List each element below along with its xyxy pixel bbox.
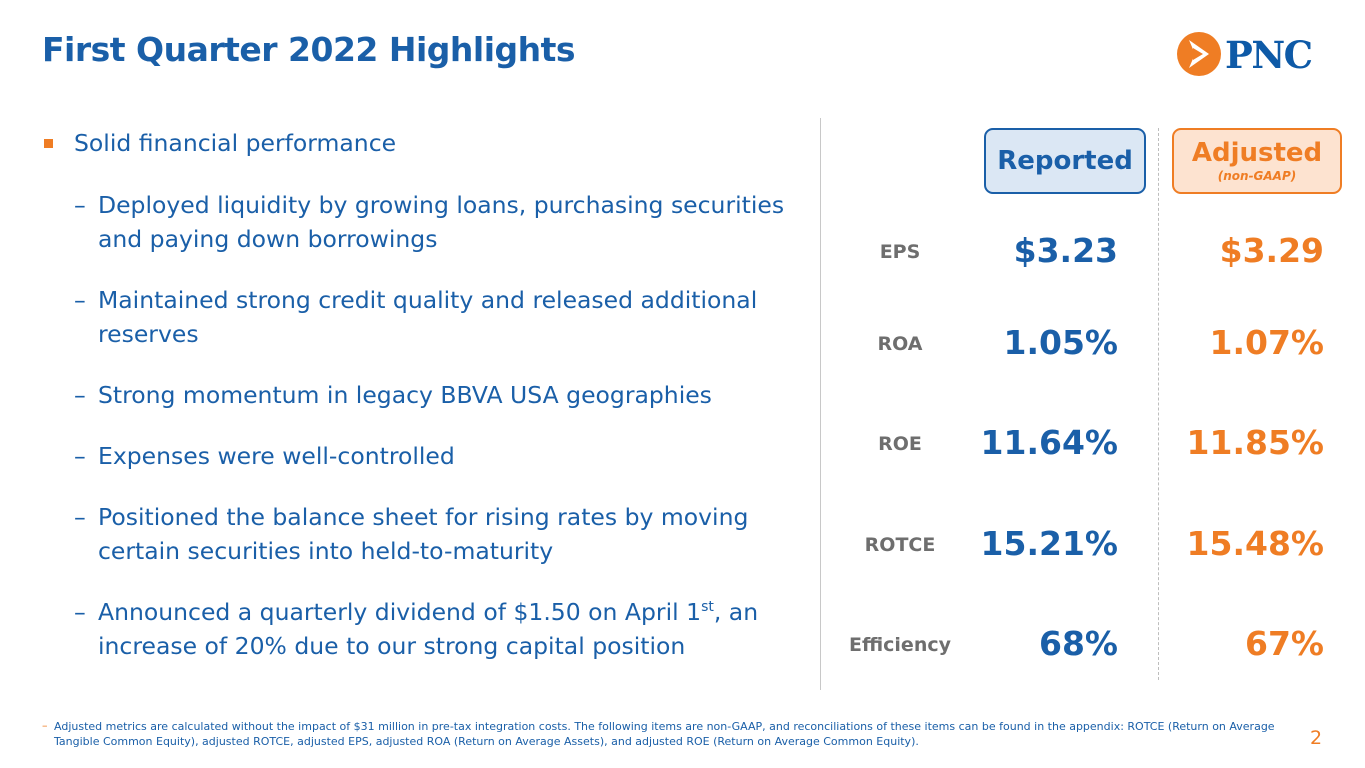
dash-bullet-icon: –: [74, 503, 86, 531]
metric-reported-value: 68%: [1039, 624, 1118, 663]
dash-bullet-icon: –: [74, 381, 86, 409]
sub-bullet-text: Maintained strong credit quality and rel…: [98, 286, 758, 348]
sub-bullet: – Deployed liquidity by growing loans, p…: [42, 188, 812, 256]
metric-reported-value: 1.05%: [1003, 323, 1119, 362]
dividend-text-after: , an increase of 20% due to our strong c…: [98, 598, 759, 660]
footnote: Adjusted metrics are calculated without …: [54, 720, 1275, 748]
page-number: 2: [1310, 727, 1323, 749]
main-bullet: Solid financial performance: [42, 125, 812, 161]
metric-reported-value: $3.23: [1013, 231, 1118, 270]
adjusted-header-note: (non-GAAP): [1217, 169, 1297, 183]
dash-bullet-icon: –: [74, 598, 86, 626]
adjusted-header-label: Adjusted: [1191, 138, 1323, 168]
metric-adjusted-value: $3.29: [1219, 231, 1324, 270]
sub-bullet: – Strong momentum in legacy BBVA USA geo…: [42, 378, 812, 412]
square-bullet-icon: [44, 139, 53, 148]
dash-bullet-icon: –: [74, 442, 86, 470]
sub-bullet-dividend: – Announced a quarterly dividend of $1.5…: [42, 595, 812, 663]
metric-row-roa: ROA 1.05% 1.07%: [830, 320, 1330, 370]
dividend-ordinal-suffix: st: [701, 599, 714, 616]
sub-bullet: – Positioned the balance sheet for risin…: [42, 500, 812, 568]
metric-row-roe: ROE 11.64% 11.85%: [830, 420, 1330, 470]
metric-reported-value: 11.64%: [980, 423, 1118, 462]
metric-label: ROE: [878, 433, 922, 455]
pnc-logo-text: PNC: [1225, 33, 1313, 77]
metric-label: ROA: [877, 333, 923, 355]
sub-bullet: – Expenses were well-controlled: [42, 439, 812, 473]
page-title: First Quarter 2022 Highlights: [42, 30, 576, 69]
dash-bullet-icon: –: [74, 286, 86, 314]
metric-row-eps: EPS $3.23 $3.29: [830, 228, 1330, 278]
dividend-text-before: Announced a quarterly dividend of $1.50 …: [98, 598, 702, 626]
column-divider-dashed: [1158, 128, 1159, 680]
sub-bullet-text: Strong momentum in legacy BBVA USA geogr…: [98, 381, 712, 409]
sub-bullet: – Maintained strong credit quality and r…: [42, 283, 812, 351]
adjusted-header: Adjusted (non-GAAP): [1172, 128, 1342, 194]
metric-row-efficiency: Efficiency 68% 67%: [830, 621, 1330, 671]
pnc-logo-icon: [1177, 32, 1221, 76]
metric-reported-value: 15.21%: [980, 524, 1118, 563]
sub-bullet-text: Positioned the balance sheet for rising …: [98, 503, 749, 565]
metric-row-rotce: ROTCE 15.21% 15.48%: [830, 521, 1330, 571]
pnc-logo: PNC: [1175, 30, 1335, 80]
sub-bullet-text: Deployed liquidity by growing loans, pur…: [98, 191, 785, 253]
metric-adjusted-value: 1.07%: [1209, 323, 1325, 362]
main-bullet-text: Solid financial performance: [74, 129, 397, 157]
metric-adjusted-value: 67%: [1245, 624, 1324, 663]
dash-bullet-icon: –: [74, 191, 86, 219]
metric-label: Efficiency: [848, 634, 951, 656]
sub-bullet-text: Expenses were well-controlled: [98, 442, 455, 470]
reported-header: Reported: [984, 128, 1146, 194]
metric-adjusted-value: 11.85%: [1186, 423, 1324, 462]
footnote-dash-icon: –: [42, 719, 48, 732]
metric-label: ROTCE: [864, 534, 936, 556]
column-divider: [820, 118, 821, 690]
highlights-list: Solid financial performance – Deployed l…: [42, 125, 812, 663]
metric-label: EPS: [879, 241, 921, 263]
metric-adjusted-value: 15.48%: [1186, 524, 1324, 563]
reported-header-label: Reported: [997, 146, 1133, 176]
